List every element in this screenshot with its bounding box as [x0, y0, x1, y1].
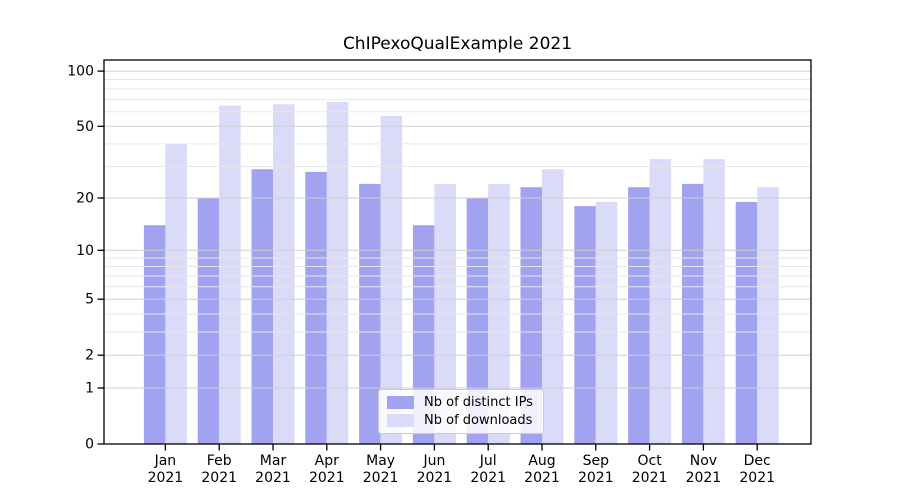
x-tick-label-year: 2021: [417, 470, 453, 486]
x-tick-label-month: Dec: [744, 453, 771, 469]
x-tick-label-year: 2021: [739, 470, 775, 486]
legend-label-downloads: Nb of downloads: [424, 412, 533, 428]
legend-entry-distinct-ips: Nb of distinct IPs: [387, 395, 535, 410]
axes-frame: [103, 59, 812, 445]
y-tick-label: 5: [85, 292, 94, 308]
bar-ips-jul: [466, 198, 489, 444]
bar-downloads-jan: [165, 143, 187, 444]
x-tick-label-year: 2021: [524, 470, 560, 486]
legend: Nb of distinct IPs Nb of downloads: [378, 389, 544, 434]
legend-swatch-distinct-ips: [387, 396, 414, 410]
x-tick-label-year: 2021: [632, 470, 668, 486]
bar-ips-jan: [143, 225, 166, 444]
x-tick-label-month: Jan: [154, 453, 177, 469]
bar-ips-apr: [305, 171, 327, 444]
bar-downloads-mar: [273, 104, 295, 445]
bar-downloads-nov: [703, 159, 725, 444]
bar-ips-sep: [574, 206, 596, 444]
x-tick-label-month: Jun: [422, 453, 445, 469]
bar-ips-dec: [735, 201, 758, 444]
y-tick-label: 1: [85, 381, 94, 397]
bar-downloads-oct: [649, 159, 672, 444]
x-tick-label-month: Feb: [207, 453, 232, 469]
x-tick-label-month: Nov: [690, 453, 717, 469]
legend-entry-downloads: Nb of downloads: [387, 413, 535, 428]
x-tick-label-month: Apr: [315, 453, 339, 469]
x-tick-label-year: 2021: [686, 470, 722, 486]
y-tick-label: 100: [67, 64, 94, 80]
y-tick-label: 20: [76, 191, 94, 207]
legend-swatch-downloads: [387, 413, 414, 427]
x-tick-label-year: 2021: [148, 470, 184, 486]
bar-downloads-sep: [595, 201, 618, 444]
bar-ips-oct: [628, 187, 650, 444]
legend-label-distinct-ips: Nb of distinct IPs: [424, 395, 533, 411]
bar-downloads-dec: [757, 187, 779, 444]
bar-ips-aug: [520, 187, 542, 444]
y-tick-label: 50: [76, 119, 94, 135]
chart-title: ChIPexoQualExample 2021: [342, 34, 573, 54]
x-tick-label-year: 2021: [363, 470, 399, 486]
y-tick-label: 10: [76, 243, 94, 259]
bar-ips-feb: [197, 198, 220, 444]
bar-downloads-aug: [542, 169, 564, 444]
y-tick-label: 2: [85, 348, 94, 364]
y-tick-label: 0: [85, 437, 94, 453]
x-tick-label-year: 2021: [255, 470, 291, 486]
bar-downloads-feb: [219, 105, 241, 444]
x-tick-label-year: 2021: [470, 470, 506, 486]
x-tick-label-month: Mar: [260, 453, 287, 469]
x-tick-label-year: 2021: [578, 470, 614, 486]
bar-downloads-apr: [326, 101, 349, 445]
x-tick-label-month: May: [366, 453, 395, 469]
x-tick-label-month: Oct: [637, 453, 662, 469]
x-tick-label-year: 2021: [309, 470, 345, 486]
x-tick-label-month: Sep: [583, 453, 610, 469]
bar-ips-mar: [251, 169, 273, 444]
x-tick-label-month: Jul: [479, 453, 497, 469]
x-tick-label-month: Aug: [528, 453, 555, 469]
x-tick-label-year: 2021: [201, 470, 237, 486]
